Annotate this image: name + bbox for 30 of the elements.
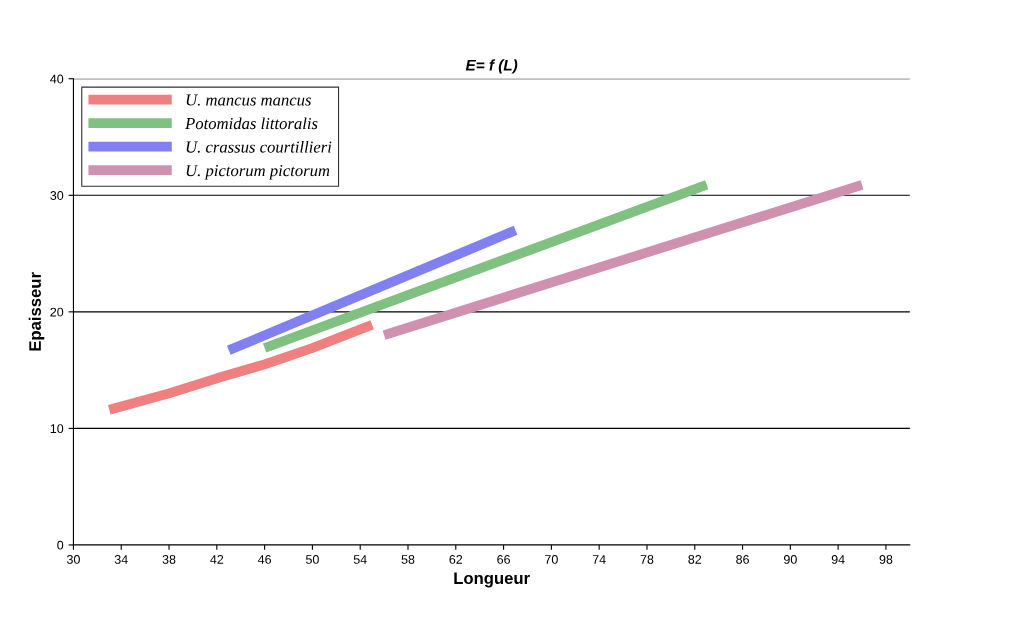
x-tick-label: 30 — [66, 555, 80, 564]
chart-title: E= f (L) — [465, 59, 518, 74]
x-axis-title: Longueur — [454, 572, 530, 588]
legend-label: Potomidas littoralis — [185, 117, 318, 130]
legend-label: U. crassus courtillieri — [186, 140, 332, 153]
x-tick-label: 38 — [162, 555, 176, 564]
y-axis-title: Epaisseur — [28, 272, 45, 351]
x-tick-label: 70 — [545, 555, 558, 564]
x-tick-label: 66 — [497, 555, 510, 564]
x-tick-label: 62 — [449, 555, 463, 564]
x-tick-label: 90 — [783, 555, 797, 564]
x-tick-label: 98 — [879, 555, 893, 564]
legend-label: U. mancus mancus — [186, 94, 311, 106]
y-tick-label: 30 — [50, 191, 64, 200]
x-tick-label: 94 — [831, 555, 845, 564]
x-tick-label: 42 — [210, 555, 224, 564]
x-tick-label: 78 — [640, 555, 654, 564]
x-tick-label: 86 — [736, 555, 749, 564]
legend-label: U. pictorum pictorum — [186, 165, 330, 180]
x-tick-label: 50 — [305, 555, 319, 564]
y-tick-label: 40 — [50, 74, 64, 84]
x-tick-label: 82 — [688, 555, 702, 564]
x-tick-label: 34 — [114, 555, 128, 564]
x-tick-label: 46 — [257, 555, 272, 564]
y-tick-label: 10 — [50, 424, 64, 434]
x-tick-label: 58 — [401, 555, 415, 564]
y-tick-label: 20 — [50, 307, 64, 317]
x-tick-label: 54 — [353, 555, 367, 564]
y-tick-label: 0 — [57, 540, 64, 550]
x-tick-label: 74 — [592, 555, 606, 564]
